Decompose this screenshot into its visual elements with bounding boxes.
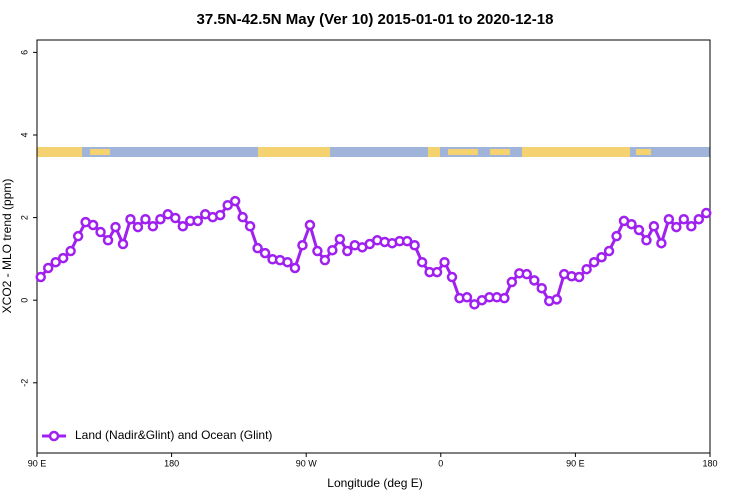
x-tick-label: 0 bbox=[438, 458, 443, 468]
point bbox=[334, 233, 346, 245]
land bbox=[490, 149, 510, 155]
point bbox=[95, 226, 106, 238]
y-tick-label: 0 bbox=[19, 298, 29, 303]
point bbox=[282, 256, 293, 268]
point bbox=[42, 262, 54, 274]
point bbox=[521, 268, 533, 280]
legend-marker bbox=[48, 430, 60, 442]
point bbox=[214, 209, 226, 221]
point bbox=[102, 235, 114, 246]
point bbox=[132, 221, 144, 233]
point bbox=[409, 240, 420, 251]
point bbox=[416, 256, 428, 268]
point bbox=[192, 215, 204, 227]
land bbox=[636, 149, 651, 155]
y-tick-label: 6 bbox=[19, 50, 29, 55]
point bbox=[259, 247, 271, 259]
point bbox=[229, 195, 241, 207]
point bbox=[656, 237, 667, 249]
point bbox=[469, 299, 480, 310]
point bbox=[536, 282, 547, 294]
x-tick-label: 90 E bbox=[566, 458, 585, 468]
land bbox=[37, 147, 82, 157]
point bbox=[110, 221, 121, 233]
point bbox=[125, 213, 136, 225]
point bbox=[626, 218, 637, 230]
chart-title: 37.5N-42.5N May (Ver 10) 2015-01-01 to 2… bbox=[197, 11, 554, 28]
point bbox=[35, 271, 46, 283]
plot-frame bbox=[36, 39, 711, 454]
point bbox=[678, 213, 690, 225]
point bbox=[551, 294, 562, 305]
point bbox=[446, 271, 458, 283]
point bbox=[401, 235, 413, 247]
point bbox=[573, 271, 585, 283]
point bbox=[588, 256, 600, 268]
point bbox=[297, 240, 308, 251]
land bbox=[448, 149, 478, 155]
point bbox=[177, 221, 189, 232]
map-strip bbox=[37, 147, 710, 157]
x-tick-label: 90 W bbox=[296, 458, 318, 468]
point bbox=[155, 213, 166, 225]
land bbox=[428, 147, 440, 157]
point bbox=[319, 254, 331, 266]
point bbox=[671, 221, 682, 233]
point bbox=[72, 230, 84, 242]
point bbox=[342, 245, 353, 257]
point bbox=[439, 256, 450, 268]
point bbox=[57, 252, 69, 264]
point bbox=[252, 242, 263, 254]
point bbox=[65, 245, 76, 257]
point bbox=[499, 292, 510, 304]
point bbox=[603, 245, 615, 257]
point bbox=[327, 244, 338, 256]
point bbox=[87, 219, 99, 231]
point bbox=[289, 262, 301, 274]
y-tick-label: -2 bbox=[19, 379, 29, 387]
point bbox=[304, 219, 316, 231]
x-tick-label: 90 E bbox=[28, 458, 47, 468]
point bbox=[663, 213, 675, 225]
point bbox=[686, 221, 697, 232]
point bbox=[244, 221, 256, 232]
land bbox=[522, 147, 630, 157]
point bbox=[431, 266, 443, 278]
point bbox=[117, 238, 129, 250]
point bbox=[312, 245, 323, 257]
point bbox=[693, 213, 705, 225]
point bbox=[506, 276, 518, 288]
point bbox=[222, 199, 233, 211]
point bbox=[611, 230, 622, 242]
point bbox=[170, 212, 181, 224]
point bbox=[596, 251, 607, 263]
point bbox=[140, 213, 151, 225]
point bbox=[50, 256, 61, 268]
point bbox=[581, 263, 592, 275]
ocean bbox=[37, 147, 710, 157]
point bbox=[648, 221, 660, 232]
point bbox=[701, 207, 712, 219]
land bbox=[90, 149, 110, 155]
y-tick-label: 2 bbox=[19, 215, 29, 220]
point bbox=[237, 211, 248, 223]
x-tick-label: 180 bbox=[164, 458, 179, 468]
x-axis-label: Longitude (deg E) bbox=[327, 476, 422, 490]
point bbox=[641, 235, 652, 246]
point bbox=[529, 275, 540, 286]
y-tick-label: 4 bbox=[19, 132, 29, 137]
point bbox=[461, 292, 473, 303]
y-axis-label: XCO2 - MLO trend (ppm) bbox=[0, 179, 14, 314]
point bbox=[633, 224, 645, 236]
land bbox=[258, 147, 330, 157]
legend-label: Land (Nadir&Glint) and Ocean (Glint) bbox=[75, 428, 272, 442]
x-tick-label: 180 bbox=[702, 458, 717, 468]
point bbox=[147, 221, 159, 232]
